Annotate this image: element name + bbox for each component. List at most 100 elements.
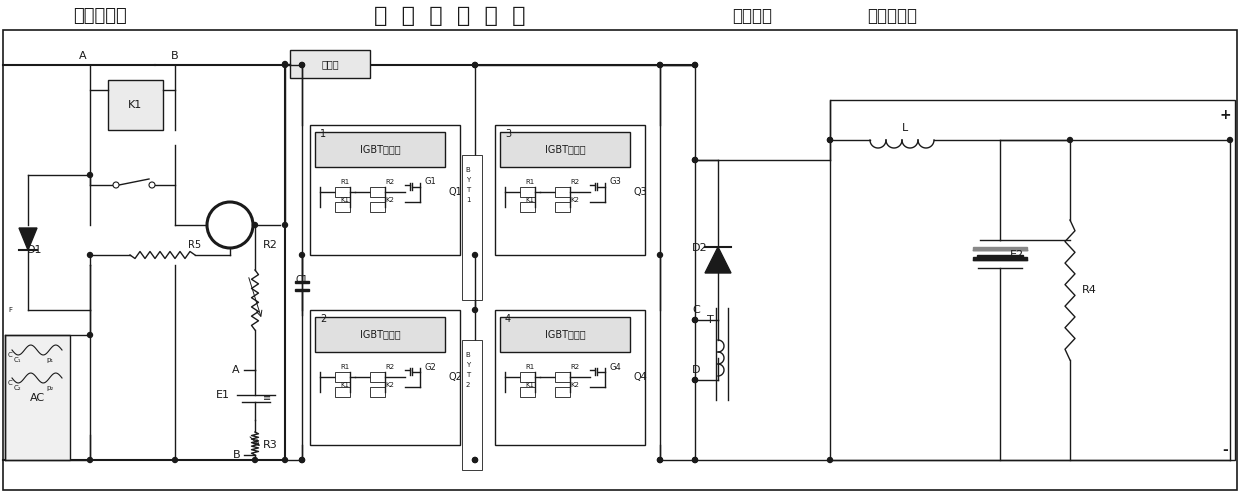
Text: K2: K2 bbox=[570, 197, 579, 203]
Text: D: D bbox=[692, 365, 701, 375]
Text: C: C bbox=[692, 305, 701, 315]
Text: G3: G3 bbox=[609, 178, 621, 186]
Circle shape bbox=[300, 62, 305, 67]
Circle shape bbox=[88, 332, 93, 337]
Bar bbox=[495, 125, 645, 255]
Text: L: L bbox=[901, 123, 908, 133]
Text: Y: Y bbox=[466, 362, 470, 368]
Circle shape bbox=[88, 173, 93, 178]
Text: 3: 3 bbox=[505, 129, 511, 139]
Text: 软启动电路: 软启动电路 bbox=[73, 7, 126, 25]
Text: D2: D2 bbox=[692, 243, 708, 253]
Text: C₁: C₁ bbox=[14, 357, 21, 363]
Circle shape bbox=[827, 137, 832, 142]
Circle shape bbox=[300, 252, 305, 257]
Circle shape bbox=[1228, 137, 1233, 142]
Text: Q3: Q3 bbox=[634, 187, 647, 197]
Bar bbox=[556, 202, 570, 212]
Text: K1: K1 bbox=[526, 382, 534, 388]
Circle shape bbox=[472, 62, 477, 67]
Circle shape bbox=[207, 202, 253, 248]
Bar bbox=[973, 257, 1027, 260]
Text: 整流电路: 整流电路 bbox=[732, 7, 773, 25]
Text: K2: K2 bbox=[386, 382, 394, 388]
Text: C: C bbox=[7, 380, 12, 386]
Text: K1: K1 bbox=[341, 197, 350, 203]
Circle shape bbox=[300, 457, 305, 462]
Text: R5: R5 bbox=[188, 240, 202, 250]
Circle shape bbox=[692, 62, 697, 67]
Circle shape bbox=[149, 182, 155, 188]
Bar bbox=[370, 187, 384, 197]
Text: K1: K1 bbox=[128, 100, 143, 110]
Bar bbox=[290, 50, 370, 78]
Circle shape bbox=[472, 62, 477, 67]
Text: 1: 1 bbox=[466, 197, 470, 203]
Circle shape bbox=[253, 457, 258, 462]
Text: IGBT驱动器: IGBT驱动器 bbox=[544, 329, 585, 339]
Text: 2: 2 bbox=[320, 314, 326, 324]
Circle shape bbox=[300, 62, 305, 67]
Text: -: - bbox=[1223, 443, 1228, 457]
Bar bbox=[520, 202, 534, 212]
Text: G4: G4 bbox=[609, 363, 621, 372]
Text: R2: R2 bbox=[386, 179, 394, 185]
Text: AC: AC bbox=[30, 393, 45, 403]
Text: IGBT驱动器: IGBT驱动器 bbox=[544, 144, 585, 154]
Circle shape bbox=[472, 308, 477, 312]
Bar bbox=[520, 387, 534, 397]
Circle shape bbox=[692, 377, 697, 382]
Circle shape bbox=[692, 158, 697, 163]
Circle shape bbox=[283, 62, 288, 66]
Text: IGBT驱动器: IGBT驱动器 bbox=[360, 329, 401, 339]
Text: R2: R2 bbox=[570, 364, 579, 370]
Text: B: B bbox=[466, 167, 470, 173]
Bar bbox=[310, 125, 460, 255]
Text: 2: 2 bbox=[466, 382, 470, 388]
Text: K1: K1 bbox=[341, 382, 350, 388]
Text: C1: C1 bbox=[295, 275, 308, 285]
Circle shape bbox=[113, 182, 119, 188]
Text: ≡: ≡ bbox=[263, 393, 272, 403]
Text: C: C bbox=[7, 352, 12, 358]
Bar bbox=[500, 132, 630, 167]
Circle shape bbox=[283, 457, 288, 462]
Text: Q4: Q4 bbox=[634, 372, 647, 382]
Circle shape bbox=[692, 457, 697, 462]
Circle shape bbox=[657, 457, 662, 462]
Text: R2: R2 bbox=[263, 240, 278, 250]
Text: 直流滤波器: 直流滤波器 bbox=[867, 7, 918, 25]
Circle shape bbox=[827, 137, 832, 142]
Circle shape bbox=[657, 252, 662, 257]
Text: Q2: Q2 bbox=[448, 372, 463, 382]
Bar bbox=[315, 317, 445, 352]
Circle shape bbox=[472, 457, 477, 462]
Bar bbox=[463, 155, 482, 300]
Circle shape bbox=[692, 62, 697, 67]
Circle shape bbox=[283, 223, 288, 228]
Polygon shape bbox=[19, 228, 37, 250]
Text: D1: D1 bbox=[27, 245, 42, 255]
Bar bbox=[520, 187, 534, 197]
Bar bbox=[335, 202, 350, 212]
Text: R1: R1 bbox=[340, 179, 350, 185]
Text: Y: Y bbox=[466, 177, 470, 183]
Bar bbox=[295, 289, 309, 291]
Circle shape bbox=[657, 62, 662, 67]
Bar bbox=[556, 187, 570, 197]
Bar bbox=[108, 80, 162, 130]
Text: G1: G1 bbox=[424, 178, 436, 186]
Bar bbox=[295, 281, 309, 283]
Bar bbox=[977, 255, 1023, 258]
Text: R2: R2 bbox=[570, 179, 579, 185]
Polygon shape bbox=[706, 247, 732, 273]
Text: 4: 4 bbox=[505, 314, 511, 324]
Text: R4: R4 bbox=[1083, 285, 1097, 295]
Text: T: T bbox=[466, 187, 470, 193]
Bar bbox=[556, 372, 570, 382]
Text: R1: R1 bbox=[526, 364, 534, 370]
Text: B: B bbox=[171, 51, 179, 61]
Circle shape bbox=[692, 158, 697, 163]
Bar bbox=[335, 387, 350, 397]
Text: 调理器: 调理器 bbox=[321, 59, 339, 69]
